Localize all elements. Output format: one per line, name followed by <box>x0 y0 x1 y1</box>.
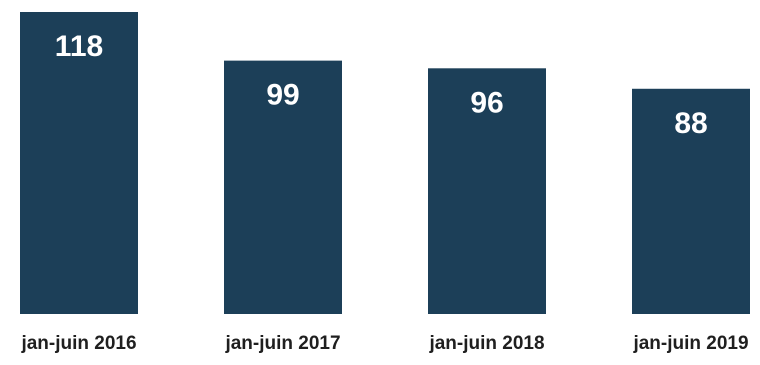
category-labels-group: jan-juin 2016 jan-juin 2017 jan-juin 2018 j… <box>20 333 748 354</box>
bar-value-label-3: 88 <box>674 107 707 140</box>
bar-3 <box>632 88 750 314</box>
category-label-1: jan-juin 2017 <box>224 333 340 354</box>
category-label-0: jan-juin 2016 <box>20 333 136 354</box>
bar-value-label-0: 118 <box>55 30 103 63</box>
bar-value-label-2: 96 <box>470 86 503 119</box>
bars-group <box>20 12 750 314</box>
bar-1 <box>224 60 342 314</box>
bar-value-label-1: 99 <box>266 79 299 112</box>
category-label-3: jan-juin 2019 <box>632 333 748 354</box>
value-labels-group: 118 99 96 88 <box>55 30 708 140</box>
category-label-2: jan-juin 2018 <box>428 333 544 354</box>
bar-2 <box>428 68 546 314</box>
bar-0 <box>20 12 138 314</box>
